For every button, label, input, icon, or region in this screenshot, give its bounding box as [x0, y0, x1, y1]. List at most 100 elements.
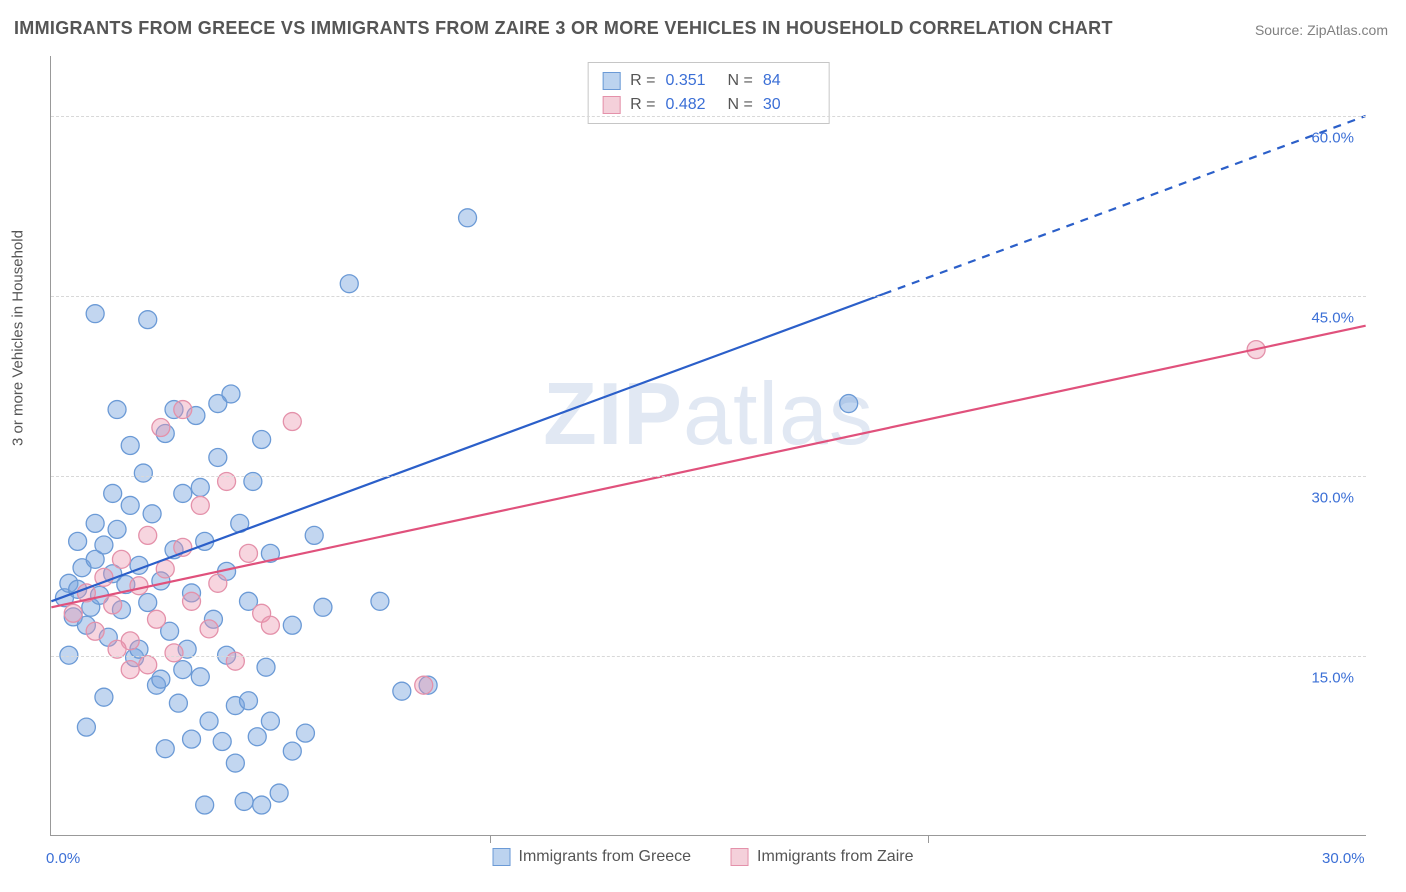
data-point: [261, 616, 279, 634]
x-tick: [928, 835, 929, 843]
series-name: Immigrants from Zaire: [757, 848, 913, 866]
data-point: [169, 694, 187, 712]
gridline: [51, 116, 1366, 117]
data-point: [191, 668, 209, 686]
data-point: [340, 275, 358, 293]
data-point: [112, 550, 130, 568]
data-point: [143, 505, 161, 523]
data-point: [283, 616, 301, 634]
data-point: [183, 592, 201, 610]
data-point: [134, 464, 152, 482]
data-point: [283, 742, 301, 760]
data-point: [226, 754, 244, 772]
trend-line: [51, 326, 1365, 608]
data-point: [139, 311, 157, 329]
x-max-label: 30.0%: [1322, 850, 1365, 867]
series-name: Immigrants from Greece: [519, 848, 691, 866]
legend-n-label: N =: [728, 69, 753, 93]
legend-r-value: 0.482: [666, 93, 718, 117]
data-point: [86, 305, 104, 323]
legend-n-value: 84: [763, 69, 815, 93]
trend-line-extrapolated: [884, 116, 1366, 294]
data-point: [209, 395, 227, 413]
data-point: [174, 401, 192, 419]
legend-n-label: N =: [728, 93, 753, 117]
stats-legend-row: R = 0.482 N = 30: [602, 93, 815, 117]
data-point: [209, 574, 227, 592]
data-point: [261, 712, 279, 730]
y-tick-label: 45.0%: [1311, 310, 1354, 327]
legend-swatch: [493, 848, 511, 866]
legend-swatch: [731, 848, 749, 866]
data-point: [235, 792, 253, 810]
data-point: [95, 688, 113, 706]
data-point: [253, 796, 271, 814]
data-point: [240, 544, 258, 562]
data-point: [108, 401, 126, 419]
data-point: [226, 652, 244, 670]
data-point: [415, 676, 433, 694]
data-point: [95, 536, 113, 554]
data-point: [139, 594, 157, 612]
data-point: [393, 682, 411, 700]
data-point: [240, 692, 258, 710]
legend-r-label: R =: [630, 93, 655, 117]
data-point: [183, 730, 201, 748]
legend-r-label: R =: [630, 69, 655, 93]
data-point: [139, 526, 157, 544]
series-legend-item: Immigrants from Zaire: [731, 848, 913, 866]
data-point: [77, 718, 95, 736]
data-point: [200, 712, 218, 730]
gridline: [51, 656, 1366, 657]
data-point: [108, 520, 126, 538]
data-point: [257, 658, 275, 676]
stats-legend-box: R = 0.351 N = 84 R = 0.482 N = 30: [587, 62, 830, 124]
data-point: [64, 604, 82, 622]
data-point: [371, 592, 389, 610]
data-point: [165, 644, 183, 662]
chart-plot-area: ZIPatlas R =0.351N =84R =0.482N =30 15.0…: [50, 56, 1366, 836]
stats-legend-row: R = 0.351 N = 84: [602, 69, 815, 93]
data-point: [213, 733, 231, 751]
data-point: [121, 437, 139, 455]
data-point: [152, 419, 170, 437]
data-point: [148, 610, 166, 628]
data-point: [840, 395, 858, 413]
y-axis-label: 3 or more Vehicles in Household: [10, 230, 27, 446]
data-point: [196, 796, 214, 814]
y-tick-label: 30.0%: [1311, 490, 1354, 507]
data-point: [296, 724, 314, 742]
series-legend-item: Immigrants from Greece: [493, 848, 691, 866]
data-point: [270, 784, 288, 802]
data-point: [191, 478, 209, 496]
source-attribution: Source: ZipAtlas.com: [1255, 22, 1388, 38]
data-point: [104, 596, 122, 614]
data-point: [191, 496, 209, 514]
scatter-plot-svg: [51, 56, 1366, 835]
data-point: [253, 431, 271, 449]
data-point: [283, 413, 301, 431]
legend-r-value: 0.351: [666, 69, 718, 93]
data-point: [139, 656, 157, 674]
chart-title: IMMIGRANTS FROM GREECE VS IMMIGRANTS FRO…: [14, 18, 1113, 39]
data-point: [174, 484, 192, 502]
series-legend: Immigrants from Greece Immigrants from Za…: [493, 848, 914, 866]
data-point: [121, 661, 139, 679]
data-point: [121, 496, 139, 514]
data-point: [69, 532, 87, 550]
x-tick: [490, 835, 491, 843]
y-tick-label: 15.0%: [1311, 670, 1354, 687]
x-min-label: 0.0%: [46, 850, 80, 867]
legend-n-value: 30: [763, 93, 815, 117]
data-point: [86, 622, 104, 640]
data-point: [130, 577, 148, 595]
data-point: [209, 448, 227, 466]
data-point: [104, 484, 122, 502]
gridline: [51, 476, 1366, 477]
legend-swatch: [602, 72, 620, 90]
gridline: [51, 296, 1366, 297]
data-point: [174, 661, 192, 679]
data-point: [152, 670, 170, 688]
data-point: [314, 598, 332, 616]
legend-swatch: [602, 96, 620, 114]
